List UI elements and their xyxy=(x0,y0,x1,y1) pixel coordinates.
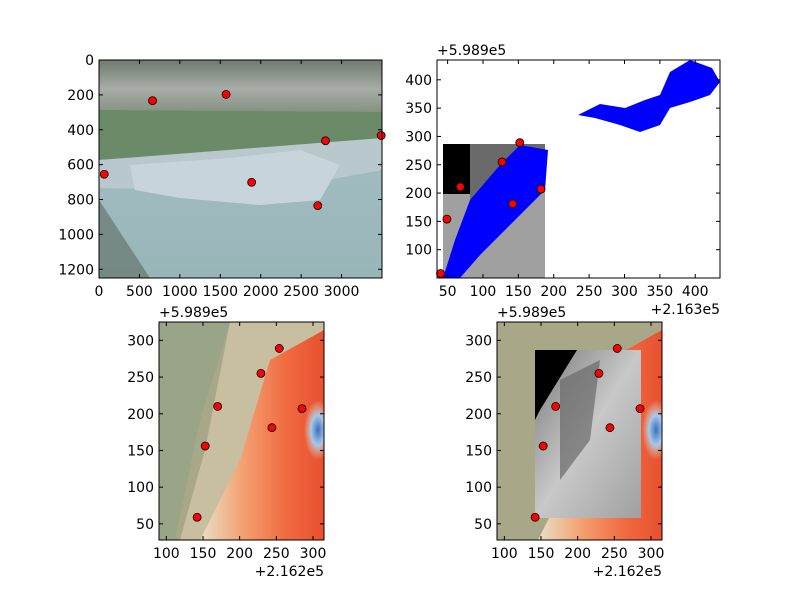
data-point xyxy=(635,404,645,414)
y-tick-label: 400 xyxy=(67,123,94,139)
x-tick-label: 300 xyxy=(300,546,327,562)
data-point xyxy=(497,157,507,167)
panel-0: 0 500 1000 1500 2000 2500 30000200400600800100… xyxy=(58,53,386,300)
x-tick-label: 100 xyxy=(491,546,518,562)
data-point xyxy=(256,368,266,378)
data-point xyxy=(99,169,109,179)
panel-3-image xyxy=(497,322,662,540)
x-tick-label: 200 xyxy=(564,546,591,562)
y-tick-label: 100 xyxy=(127,480,154,496)
x-tick-label: 300 xyxy=(638,546,665,562)
panel-1: 50 100 150 200 250 300 350 400 100 150 200 250 300 35… xyxy=(405,43,721,318)
axes-frame xyxy=(98,59,383,279)
data-point xyxy=(536,184,546,194)
x-tick-label: 500 xyxy=(126,284,153,300)
panel-0-image xyxy=(99,60,382,278)
x-tick-label: 150 xyxy=(190,546,217,562)
y-offset-label: +5.989e5 xyxy=(437,43,506,59)
x-tick-label: 250 xyxy=(263,546,290,562)
x-tick-label: 3000 xyxy=(324,284,360,300)
x-tick-label: 150 xyxy=(528,546,555,562)
y-tick-label: 300 xyxy=(465,333,492,349)
data-point xyxy=(538,441,548,451)
x-tick-label: 100 xyxy=(153,546,180,562)
data-point xyxy=(455,182,465,192)
x-tick-label: 250 xyxy=(576,284,603,300)
data-point xyxy=(274,344,284,353)
x-tick-label: 400 xyxy=(682,284,709,300)
x-tick-label: 250 xyxy=(601,546,628,562)
panel-2-image xyxy=(159,322,324,540)
data-point xyxy=(442,214,452,224)
x-tick-label: 150 xyxy=(505,284,532,300)
y-tick-label: 150 xyxy=(405,214,432,230)
data-point xyxy=(605,423,615,433)
data-point xyxy=(376,131,386,140)
y-tick-label: 250 xyxy=(465,370,492,386)
y-tick-label: 200 xyxy=(67,88,94,104)
y-tick-label: 50 xyxy=(136,517,154,533)
x-tick-label: 1000 xyxy=(162,284,198,300)
data-point xyxy=(612,344,622,353)
data-point xyxy=(192,512,202,522)
y-tick-label: 1200 xyxy=(58,262,94,278)
x-tick-label: 2500 xyxy=(283,284,319,300)
x-tick-label: 0 xyxy=(95,284,104,300)
data-point xyxy=(436,269,445,278)
y-tick-label: 300 xyxy=(127,333,154,349)
y-tick-label: 150 xyxy=(465,443,492,459)
data-point xyxy=(247,177,257,187)
panel-2: 100 150 200 250 300 50 100 150 200 250 300 +5.989e5… xyxy=(127,305,326,580)
axes-frame xyxy=(436,59,721,279)
data-point xyxy=(515,138,525,148)
data-point xyxy=(594,368,604,378)
x-offset-label: +2.162e5 xyxy=(255,564,324,580)
data-point xyxy=(508,199,518,209)
y-tick-label: 300 xyxy=(405,129,432,145)
y-tick-label: 250 xyxy=(127,370,154,386)
y-tick-label: 400 xyxy=(405,73,432,89)
x-tick-label: 300 xyxy=(611,284,638,300)
y-tick-label: 150 xyxy=(127,443,154,459)
x-tick-label: 100 xyxy=(470,284,497,300)
x-tick-label: 2000 xyxy=(243,284,279,300)
y-tick-label: 600 xyxy=(67,158,94,174)
x-tick-label: 200 xyxy=(226,546,253,562)
data-point xyxy=(530,512,540,522)
x-tick-label: 350 xyxy=(646,284,673,300)
x-tick-label: 1500 xyxy=(202,284,238,300)
y-tick-label: 0 xyxy=(85,53,94,69)
y-tick-label: 350 xyxy=(405,101,432,117)
panel-3: 100 150 200 250 300 50 100 150 200 250 300 +5.989e5… xyxy=(465,305,664,580)
y-tick-label: 250 xyxy=(405,158,432,174)
data-point xyxy=(200,441,210,451)
y-tick-label: 1000 xyxy=(58,227,94,243)
data-point xyxy=(313,201,323,211)
y-tick-label: 800 xyxy=(67,193,94,209)
y-tick-label: 200 xyxy=(127,407,154,423)
data-point xyxy=(267,423,277,433)
axes-frame xyxy=(496,321,663,541)
data-point xyxy=(551,402,561,411)
data-point xyxy=(321,136,330,146)
x-offset-label: +2.163e5 xyxy=(651,302,720,318)
y-tick-label: 100 xyxy=(405,243,432,259)
axes-frame xyxy=(158,321,325,541)
x-tick-label: 50 xyxy=(439,284,457,300)
y-tick-label: 50 xyxy=(474,517,492,533)
y-tick-label: 200 xyxy=(465,407,492,423)
data-point xyxy=(213,402,223,411)
y-tick-label: 100 xyxy=(465,480,492,496)
y-offset-label: +5.989e5 xyxy=(497,305,566,321)
x-offset-label: +2.162e5 xyxy=(593,564,662,580)
data-point xyxy=(148,96,157,106)
x-tick-label: 200 xyxy=(540,284,567,300)
panel-1-image xyxy=(437,60,720,278)
y-tick-label: 200 xyxy=(405,186,432,202)
y-offset-label: +5.989e5 xyxy=(159,305,228,321)
data-point xyxy=(297,404,307,414)
data-point xyxy=(221,89,231,99)
